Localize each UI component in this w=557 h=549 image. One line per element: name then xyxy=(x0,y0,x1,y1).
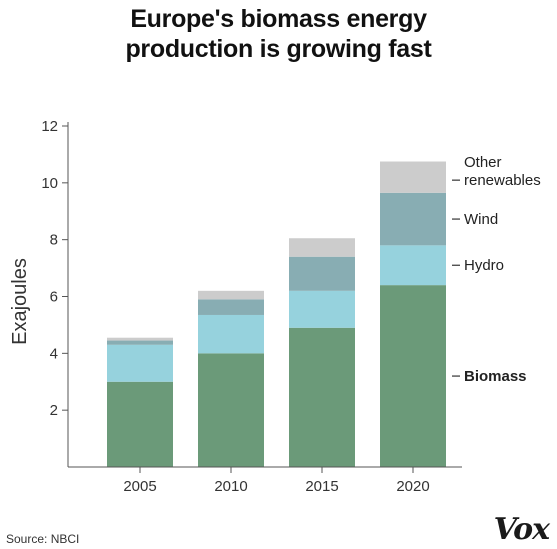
bar-2020-hydro xyxy=(380,245,446,286)
legend-label-wind: Wind xyxy=(464,211,498,228)
y-tick-label-10: 10 xyxy=(41,175,58,192)
y-axis-label: Exajoules xyxy=(9,258,31,345)
bar-2010-hydro xyxy=(198,314,264,354)
chart-title: Europe's biomass energy production is gr… xyxy=(0,4,557,64)
x-tick-label-2005: 2005 xyxy=(123,478,156,495)
legend-label-hydro: Hydro xyxy=(464,257,504,274)
y-tick-label-8: 8 xyxy=(50,232,58,249)
y-tick-label-6: 6 xyxy=(50,289,58,306)
bar-2020-other-renewables xyxy=(380,161,446,193)
bar-2020-biomass xyxy=(380,285,446,467)
bar-2015-hydro xyxy=(289,290,355,328)
source-note: Source: NBCI xyxy=(6,532,80,546)
chart-title-line-1: Europe's biomass energy xyxy=(130,5,427,33)
vox-logo: Vox xyxy=(493,512,550,547)
bar-2005-other-renewables xyxy=(107,337,173,341)
x-tick-label-2015: 2015 xyxy=(305,478,338,495)
bar-2010-wind xyxy=(198,299,264,315)
bar-2005-hydro xyxy=(107,344,173,382)
x-tick-label-2010: 2010 xyxy=(214,478,247,495)
bar-2010-biomass xyxy=(198,353,264,467)
legend-label-biomass: Biomass xyxy=(464,368,527,385)
y-tick-label-12: 12 xyxy=(41,118,58,135)
legend-label-other-renewables: Other renewables xyxy=(464,154,541,189)
legend-label-other-renewables-line-2: renewables xyxy=(464,172,541,189)
bar-2015-other-renewables xyxy=(289,238,355,257)
y-tick-label-4: 4 xyxy=(50,345,58,362)
bar-2005-biomass xyxy=(107,381,173,467)
bar-2010-other-renewables xyxy=(198,290,264,300)
chart-title-line-2: production is growing fast xyxy=(125,35,432,63)
bar-2005-wind xyxy=(107,340,173,345)
legend-label-other-renewables-line-1: Other xyxy=(464,154,502,171)
bar-2020-wind xyxy=(380,192,446,246)
bar-2015-wind xyxy=(289,256,355,291)
x-tick-label-2020: 2020 xyxy=(396,478,429,495)
y-tick-label-2: 2 xyxy=(50,402,58,419)
bar-2015-biomass xyxy=(289,327,355,467)
